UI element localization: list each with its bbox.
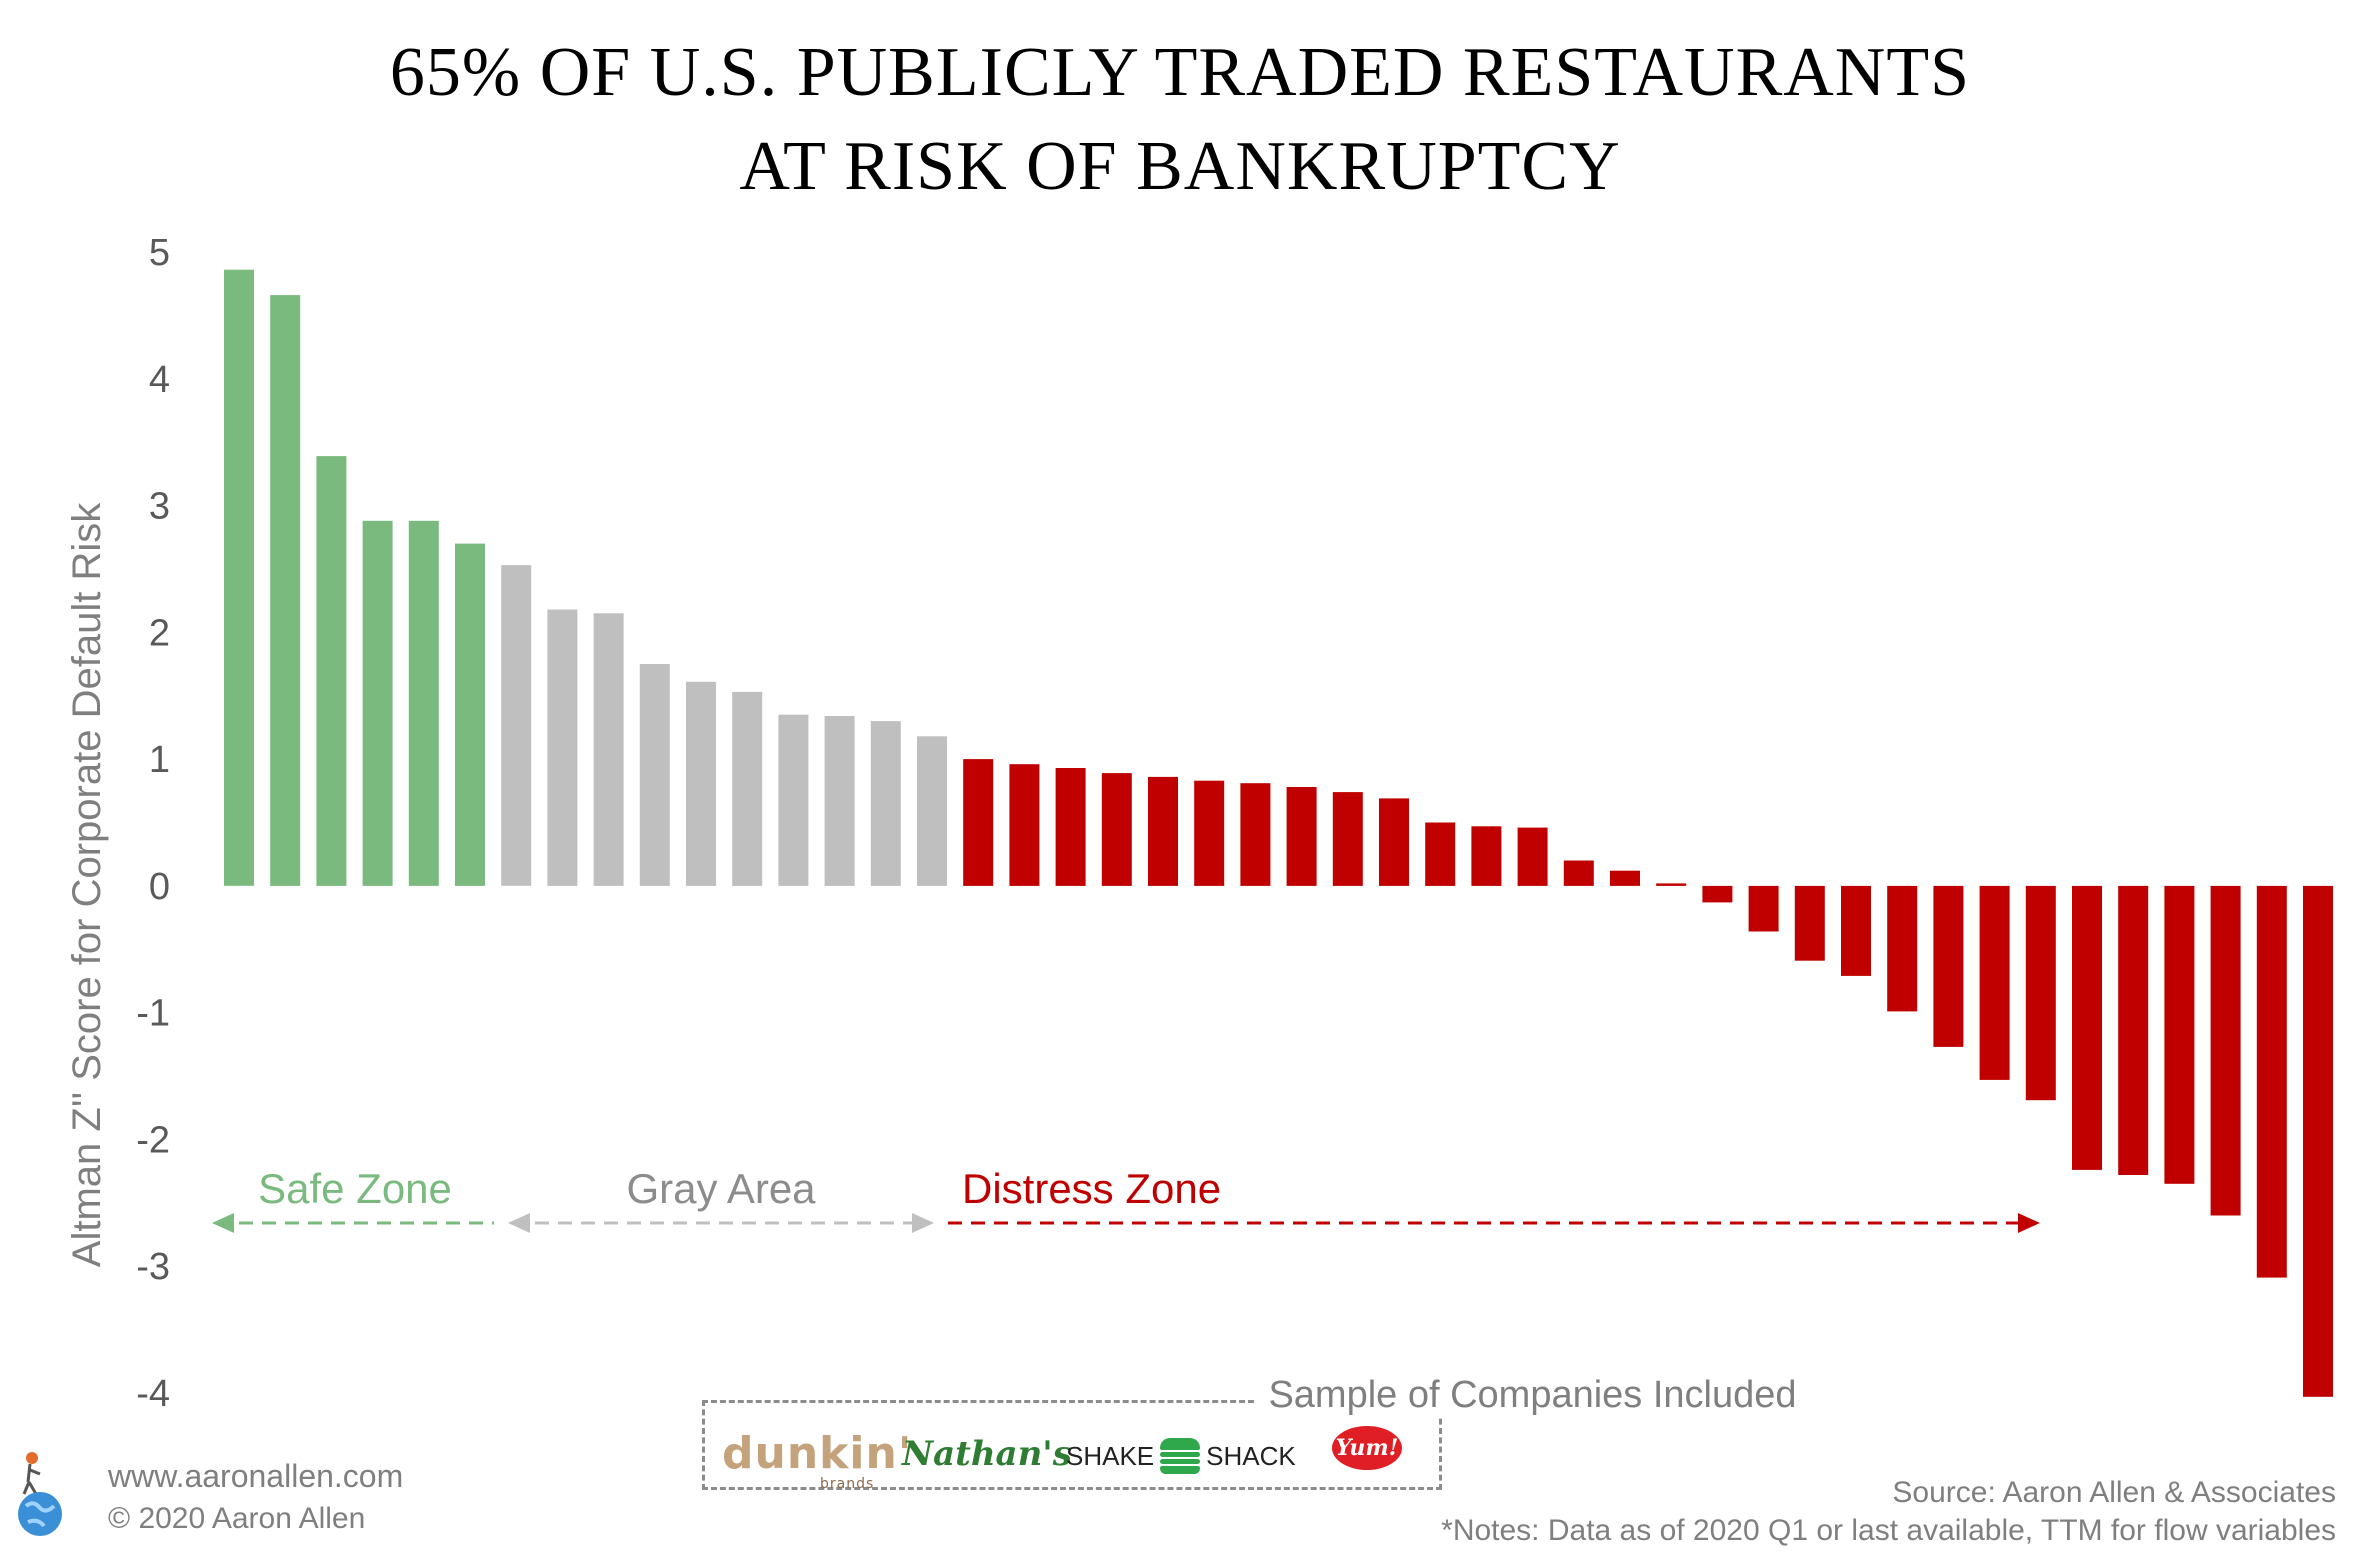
bar [1286, 787, 1317, 886]
bar [1101, 773, 1132, 886]
y-tick-label: 4 [149, 359, 170, 401]
bar [316, 456, 347, 886]
yum-logo: Yum! [1332, 1426, 1402, 1470]
bar [270, 295, 301, 886]
bar [224, 269, 254, 886]
shack-logo-text: SHACK [1206, 1440, 1296, 1471]
bar [1148, 776, 1178, 886]
bar [1471, 826, 1502, 886]
shake-shack-logo: SHAKE SHACK [1066, 1438, 1296, 1474]
bar [547, 609, 578, 886]
bar [1332, 792, 1363, 886]
dunkin-brands-logo: dunkin' brands [722, 1428, 913, 1492]
bar [408, 520, 439, 886]
bar [501, 565, 532, 886]
bar [1009, 764, 1040, 886]
zone-annotations: Safe Zone Gray Area Distress Zone [212, 1165, 2040, 1233]
source-text: Source: Aaron Allen & Associates [1892, 1476, 2336, 1509]
bar [2118, 885, 2149, 1175]
bar [593, 613, 624, 886]
bar [1933, 885, 1964, 1047]
zone-arrow-head [212, 1213, 234, 1233]
y-tick-label: 2 [149, 612, 170, 654]
bar [2164, 885, 2195, 1184]
zone-arrow-head [912, 1213, 934, 1233]
bar [362, 520, 393, 886]
bar [870, 721, 901, 886]
y-tick-label: -3 [136, 1246, 170, 1288]
bar [732, 691, 763, 886]
sample-companies-box [702, 1400, 1442, 1490]
title-line-2: AT RISK OF BANKRUPTCY [739, 128, 1621, 205]
y-tick-label: -2 [136, 1119, 170, 1161]
globe-icon [18, 1452, 62, 1536]
notes-text: *Notes: Data as of 2020 Q1 or last avail… [1441, 1514, 2336, 1547]
bar [1425, 822, 1456, 886]
bar [1887, 885, 1918, 1012]
zone-arrow-head [508, 1213, 530, 1233]
y-axis-label: Altman Z'' Score for Corporate Default R… [65, 502, 109, 1267]
title-line-1: 65% OF U.S. PUBLICLY TRADED RESTAURANTS [389, 34, 1971, 111]
chart-title: 65% OF U.S. PUBLICLY TRADED RESTAURANTS … [0, 26, 2360, 214]
y-tick-label: -4 [136, 1373, 170, 1415]
dunkin-logo-subtext: brands [820, 1476, 875, 1492]
y-tick-label: 1 [149, 739, 170, 781]
bar [1379, 798, 1409, 886]
bar [1841, 885, 1871, 976]
bar [2210, 885, 2241, 1216]
bar [1240, 783, 1271, 886]
bar [2256, 885, 2287, 1278]
bar [1748, 885, 1779, 932]
sample-companies-title: Sample of Companies Included [1256, 1374, 1809, 1417]
bar [1794, 885, 1825, 961]
bar [1517, 827, 1548, 886]
y-tick-label: 5 [149, 232, 170, 274]
y-tick-label: -1 [136, 993, 170, 1035]
burger-icon [1160, 1438, 1201, 1474]
zone-label: Distress Zone [962, 1165, 1221, 1212]
bar [963, 759, 994, 886]
bar [1055, 768, 1086, 886]
bar [1563, 860, 1594, 886]
bar [1194, 780, 1225, 886]
bar [778, 714, 809, 886]
bar [2025, 885, 2056, 1101]
bar [2303, 885, 2333, 1397]
shake-logo-text: SHAKE [1066, 1440, 1155, 1471]
bar [455, 543, 485, 886]
bars [224, 269, 2333, 1397]
bar [1702, 885, 1733, 903]
bar [686, 681, 716, 886]
bar [824, 716, 855, 886]
website-text: www.aaronallen.com [108, 1458, 404, 1494]
bar [2072, 885, 2102, 1170]
bar [917, 736, 947, 886]
bar [1656, 883, 1687, 886]
dunkin-logo-text: dunkin' [722, 1428, 913, 1479]
bar [1979, 885, 2010, 1080]
zone-label: Safe Zone [258, 1165, 452, 1212]
y-tick-label: 3 [149, 486, 170, 528]
copyright-text: © 2020 Aaron Allen [108, 1502, 366, 1535]
y-axis-ticks: 5 4 3 2 1 0 -1 -2 -3 -4 [136, 232, 170, 1415]
zone-arrow-head [2018, 1213, 2040, 1233]
nathans-logo: Nathan's [902, 1434, 1072, 1474]
y-tick-label: 0 [149, 866, 170, 908]
bar [639, 664, 670, 886]
bar [1610, 870, 1640, 886]
zone-label: Gray Area [626, 1165, 816, 1212]
